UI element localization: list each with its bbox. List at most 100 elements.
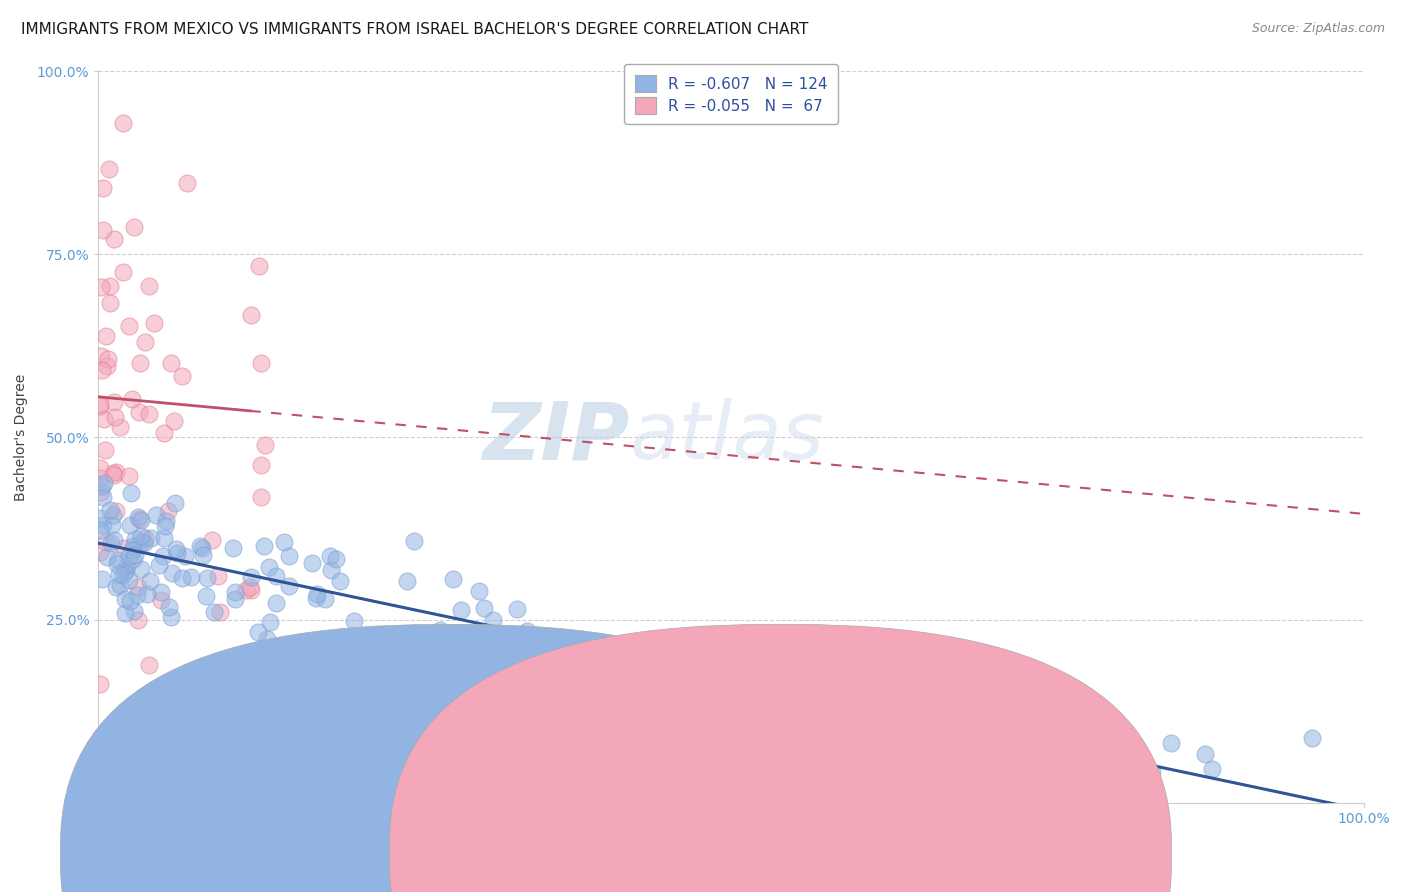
Point <box>152 549 174 563</box>
Point <box>153 519 176 533</box>
Point <box>165 496 187 510</box>
Point <box>1140 765 1163 780</box>
Point <box>222 541 245 556</box>
Point <box>256 632 278 647</box>
Point <box>235 582 257 597</box>
Point <box>253 437 276 451</box>
Point <box>176 177 198 191</box>
Point <box>145 508 167 523</box>
Point <box>127 509 149 524</box>
Point <box>163 414 186 428</box>
Point <box>120 486 142 500</box>
Point <box>96 329 118 343</box>
FancyBboxPatch shape <box>389 624 1171 892</box>
Point <box>91 362 114 376</box>
Point <box>103 395 125 409</box>
Point <box>441 573 464 587</box>
Point <box>319 549 342 563</box>
Point <box>115 559 138 574</box>
Point <box>166 546 188 560</box>
Point <box>134 531 156 545</box>
Point <box>112 568 135 582</box>
Point <box>190 539 212 553</box>
Point <box>127 538 149 552</box>
Point <box>224 592 246 607</box>
Point <box>429 623 451 637</box>
Point <box>98 278 121 293</box>
Point <box>96 549 118 564</box>
Point <box>129 562 152 576</box>
Point <box>617 648 640 662</box>
Point <box>224 585 246 599</box>
Point <box>1005 707 1028 722</box>
Point <box>105 557 128 571</box>
Point <box>89 397 111 411</box>
Point <box>278 549 301 563</box>
Point <box>120 517 142 532</box>
Point <box>257 559 280 574</box>
Point <box>1112 760 1135 774</box>
Point <box>121 539 143 553</box>
Point <box>156 504 179 518</box>
Point <box>443 637 465 651</box>
Point <box>278 579 301 593</box>
Point <box>121 392 143 406</box>
Point <box>139 531 162 545</box>
Point <box>325 552 347 566</box>
Point <box>93 442 115 457</box>
Point <box>159 610 181 624</box>
Point <box>89 510 111 524</box>
Point <box>202 605 225 619</box>
Point <box>93 181 115 195</box>
Point <box>839 711 862 725</box>
Point <box>155 514 177 528</box>
Point <box>103 232 125 246</box>
Point <box>112 565 135 579</box>
Text: Source: ZipAtlas.com: Source: ZipAtlas.com <box>1251 22 1385 36</box>
Point <box>1050 771 1073 785</box>
Point <box>124 548 146 562</box>
Point <box>89 676 111 690</box>
Point <box>250 491 273 505</box>
Point <box>118 468 141 483</box>
Point <box>239 580 262 594</box>
Point <box>474 600 496 615</box>
Point <box>305 587 328 601</box>
Point <box>101 466 124 480</box>
Point <box>468 583 491 598</box>
Point <box>89 545 111 559</box>
Point <box>153 531 176 545</box>
Point <box>114 592 136 607</box>
Point <box>396 574 419 589</box>
Point <box>89 523 111 537</box>
Point <box>301 557 323 571</box>
Point <box>246 624 269 639</box>
Point <box>240 308 263 322</box>
Point <box>583 639 606 653</box>
Point <box>127 614 149 628</box>
Point <box>103 533 125 547</box>
Point <box>91 518 114 533</box>
Point <box>129 513 152 527</box>
Point <box>114 563 136 577</box>
Point <box>101 518 124 533</box>
Point <box>98 162 121 177</box>
Point <box>665 634 688 648</box>
Point <box>127 580 149 594</box>
Point <box>114 606 136 620</box>
Point <box>135 587 157 601</box>
Point <box>122 543 145 558</box>
Text: ZIP: ZIP <box>482 398 630 476</box>
Point <box>1301 731 1323 746</box>
Point <box>96 359 118 373</box>
Point <box>250 356 273 370</box>
Point <box>138 574 160 588</box>
Point <box>91 479 114 493</box>
Point <box>103 467 125 482</box>
Point <box>111 115 134 129</box>
Point <box>98 296 121 310</box>
Point <box>343 614 366 628</box>
Point <box>118 549 141 563</box>
Point <box>264 596 287 610</box>
Point <box>108 577 131 591</box>
